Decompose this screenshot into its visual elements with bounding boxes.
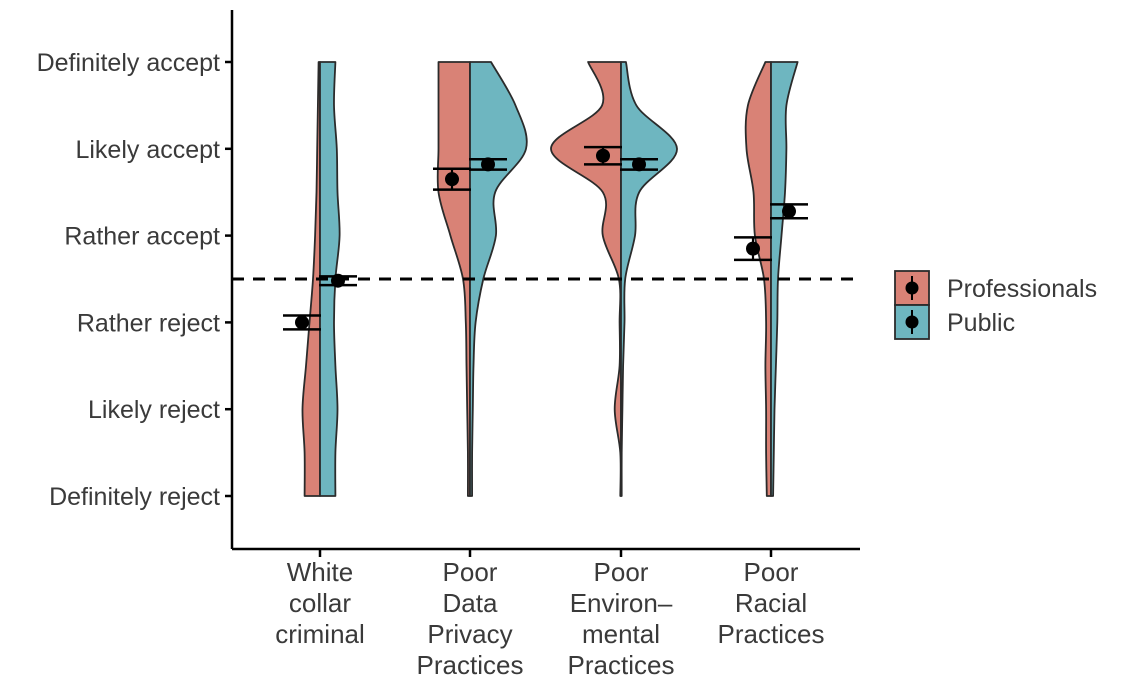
mean-point bbox=[481, 157, 495, 172]
y-tick-label: Definitely accept bbox=[37, 49, 220, 77]
legend: Professionals Public bbox=[894, 270, 1097, 340]
y-tick-label: Rather accept bbox=[64, 223, 220, 251]
mean-layer bbox=[283, 145, 808, 331]
x-tick-label: Poor Data Privacy Practices bbox=[417, 557, 524, 680]
violin-half bbox=[436, 61, 471, 497]
mean-point bbox=[746, 241, 760, 256]
legend-item: Public bbox=[894, 304, 1015, 340]
mean-point bbox=[445, 172, 459, 187]
x-tick-label: Poor Racial Practices bbox=[718, 557, 825, 649]
mean-point bbox=[331, 273, 345, 288]
y-tick-label: Likely reject bbox=[88, 396, 220, 424]
legend-item: Professionals bbox=[894, 270, 1097, 306]
y-tick-label: Likely accept bbox=[75, 136, 220, 164]
mean-point bbox=[596, 148, 610, 163]
x-tick-label: White collar criminal bbox=[275, 557, 365, 649]
violin-half bbox=[620, 61, 678, 497]
violin-half bbox=[469, 61, 528, 497]
x-tick-label: Poor Environ– mental Practices bbox=[568, 557, 675, 680]
y-ticks: Definitely reject Likely reject Rather rej… bbox=[37, 49, 232, 511]
mean-point bbox=[295, 315, 309, 330]
axes bbox=[230, 10, 860, 551]
violin-half bbox=[301, 61, 321, 497]
mean-point bbox=[632, 157, 646, 172]
mean-point bbox=[782, 204, 796, 219]
legend-label: Professionals bbox=[947, 275, 1097, 303]
violin-half bbox=[550, 61, 622, 497]
y-tick-label: Definitely reject bbox=[49, 483, 220, 511]
legend-label: Public bbox=[947, 309, 1015, 337]
x-ticks: White collar criminal Poor Data Privacy Practi… bbox=[275, 549, 824, 680]
y-tick-label: Rather reject bbox=[77, 309, 220, 337]
